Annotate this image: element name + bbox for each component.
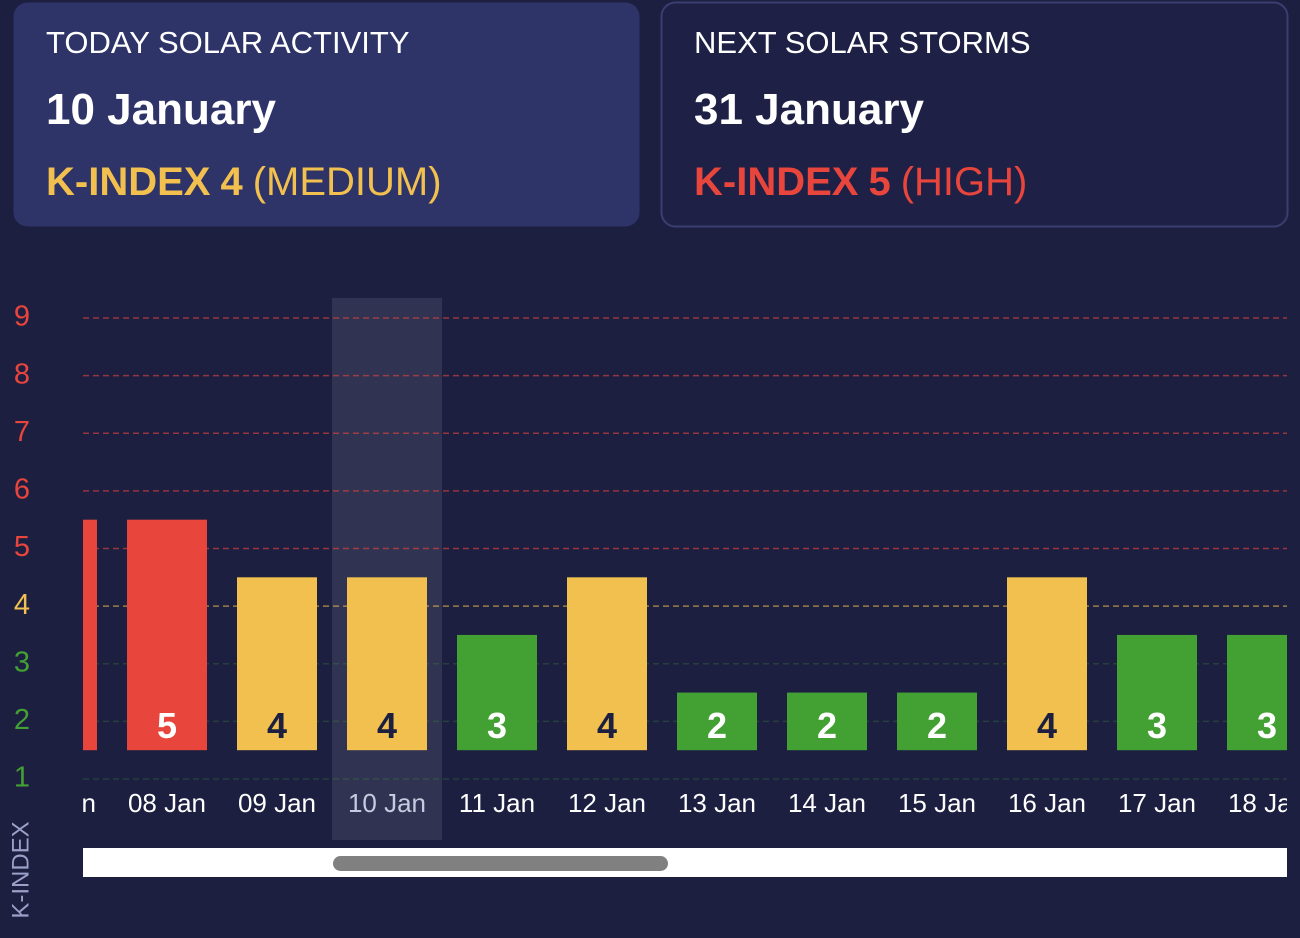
x-tick-label: 10 Jan bbox=[348, 788, 426, 818]
bar-value-label: 4 bbox=[1037, 705, 1057, 746]
y-tick-label: 2 bbox=[14, 704, 30, 736]
card bbox=[13, 2, 640, 227]
bar bbox=[457, 634, 537, 751]
x-tick-label: 18 Jan bbox=[1228, 788, 1300, 818]
bar-value-label: 2 bbox=[817, 705, 837, 746]
bar bbox=[1007, 577, 1087, 751]
k-index-label: K-INDEX bbox=[694, 160, 859, 204]
x-tick-label: 17 Jan bbox=[1118, 788, 1196, 818]
card-k-index: K-INDEX 4 (MEDIUM) bbox=[46, 160, 442, 204]
y-tick-label: 1 bbox=[14, 762, 30, 794]
card bbox=[660, 1, 1289, 228]
y-axis-label: K-INDEX bbox=[7, 821, 34, 918]
bar bbox=[1117, 634, 1197, 751]
bar-value-label: 4 bbox=[377, 705, 397, 746]
y-tick-label: 8 bbox=[14, 358, 30, 390]
bar-value-label: 4 bbox=[597, 705, 617, 746]
bar-value-label: 2 bbox=[707, 705, 727, 746]
scrollbar-thumb[interactable] bbox=[333, 856, 668, 871]
bar-value-label: 5 bbox=[157, 705, 177, 746]
x-tick-label: 07 Jan bbox=[18, 788, 96, 818]
bar bbox=[237, 577, 317, 751]
y-tick-label: 9 bbox=[14, 301, 30, 333]
bar bbox=[787, 692, 867, 751]
y-tick-label: 6 bbox=[14, 474, 30, 506]
y-tick-label: 4 bbox=[14, 589, 30, 621]
card-date: 10 January bbox=[46, 85, 276, 134]
bar bbox=[83, 519, 97, 751]
x-tick-label: 08 Jan bbox=[128, 788, 206, 818]
x-tick-label: 11 Jan bbox=[459, 788, 535, 818]
bar-value-label: 4 bbox=[267, 705, 287, 746]
x-tick-label: 12 Jan bbox=[568, 788, 646, 818]
card-title: NEXT SOLAR STORMS bbox=[694, 25, 1031, 60]
bar-value-label: 3 bbox=[1147, 705, 1167, 746]
k-index-level: (MEDIUM) bbox=[253, 160, 442, 204]
card-title: TODAY SOLAR ACTIVITY bbox=[46, 25, 410, 60]
highlight-band bbox=[332, 298, 442, 840]
bar bbox=[1227, 634, 1287, 751]
bar bbox=[897, 692, 977, 751]
k-index-value: 5 bbox=[868, 160, 890, 204]
bar-value-label: 3 bbox=[487, 705, 507, 746]
bar bbox=[567, 577, 647, 751]
bar-value-label: 2 bbox=[927, 705, 947, 746]
bar bbox=[347, 577, 427, 751]
card-date: 31 January bbox=[694, 85, 924, 134]
bar bbox=[127, 519, 207, 751]
scrollbar-track[interactable] bbox=[83, 848, 1287, 877]
axis: 1 2 3 4 5 6 7 8 9 bbox=[14, 301, 30, 794]
y-tick-label: 7 bbox=[14, 416, 30, 448]
x-tick-label: 16 Jan bbox=[1008, 788, 1086, 818]
x-tick-label: 14 Jan bbox=[788, 788, 866, 818]
x-tick-label: 09 Jan bbox=[238, 788, 316, 818]
x-tick-label: 15 Jan bbox=[898, 788, 976, 818]
k-index-label: K-INDEX bbox=[46, 160, 211, 204]
bar bbox=[677, 692, 757, 751]
y-tick-label: 5 bbox=[14, 531, 30, 563]
k-index-value: 4 bbox=[220, 160, 243, 204]
bar-value-label: 3 bbox=[1257, 705, 1277, 746]
x-tick-label: 13 Jan bbox=[678, 788, 756, 818]
y-tick-label: 3 bbox=[14, 646, 30, 678]
card-k-index: K-INDEX 5 (HIGH) bbox=[694, 160, 1027, 204]
k-index-level: (HIGH) bbox=[901, 160, 1028, 204]
